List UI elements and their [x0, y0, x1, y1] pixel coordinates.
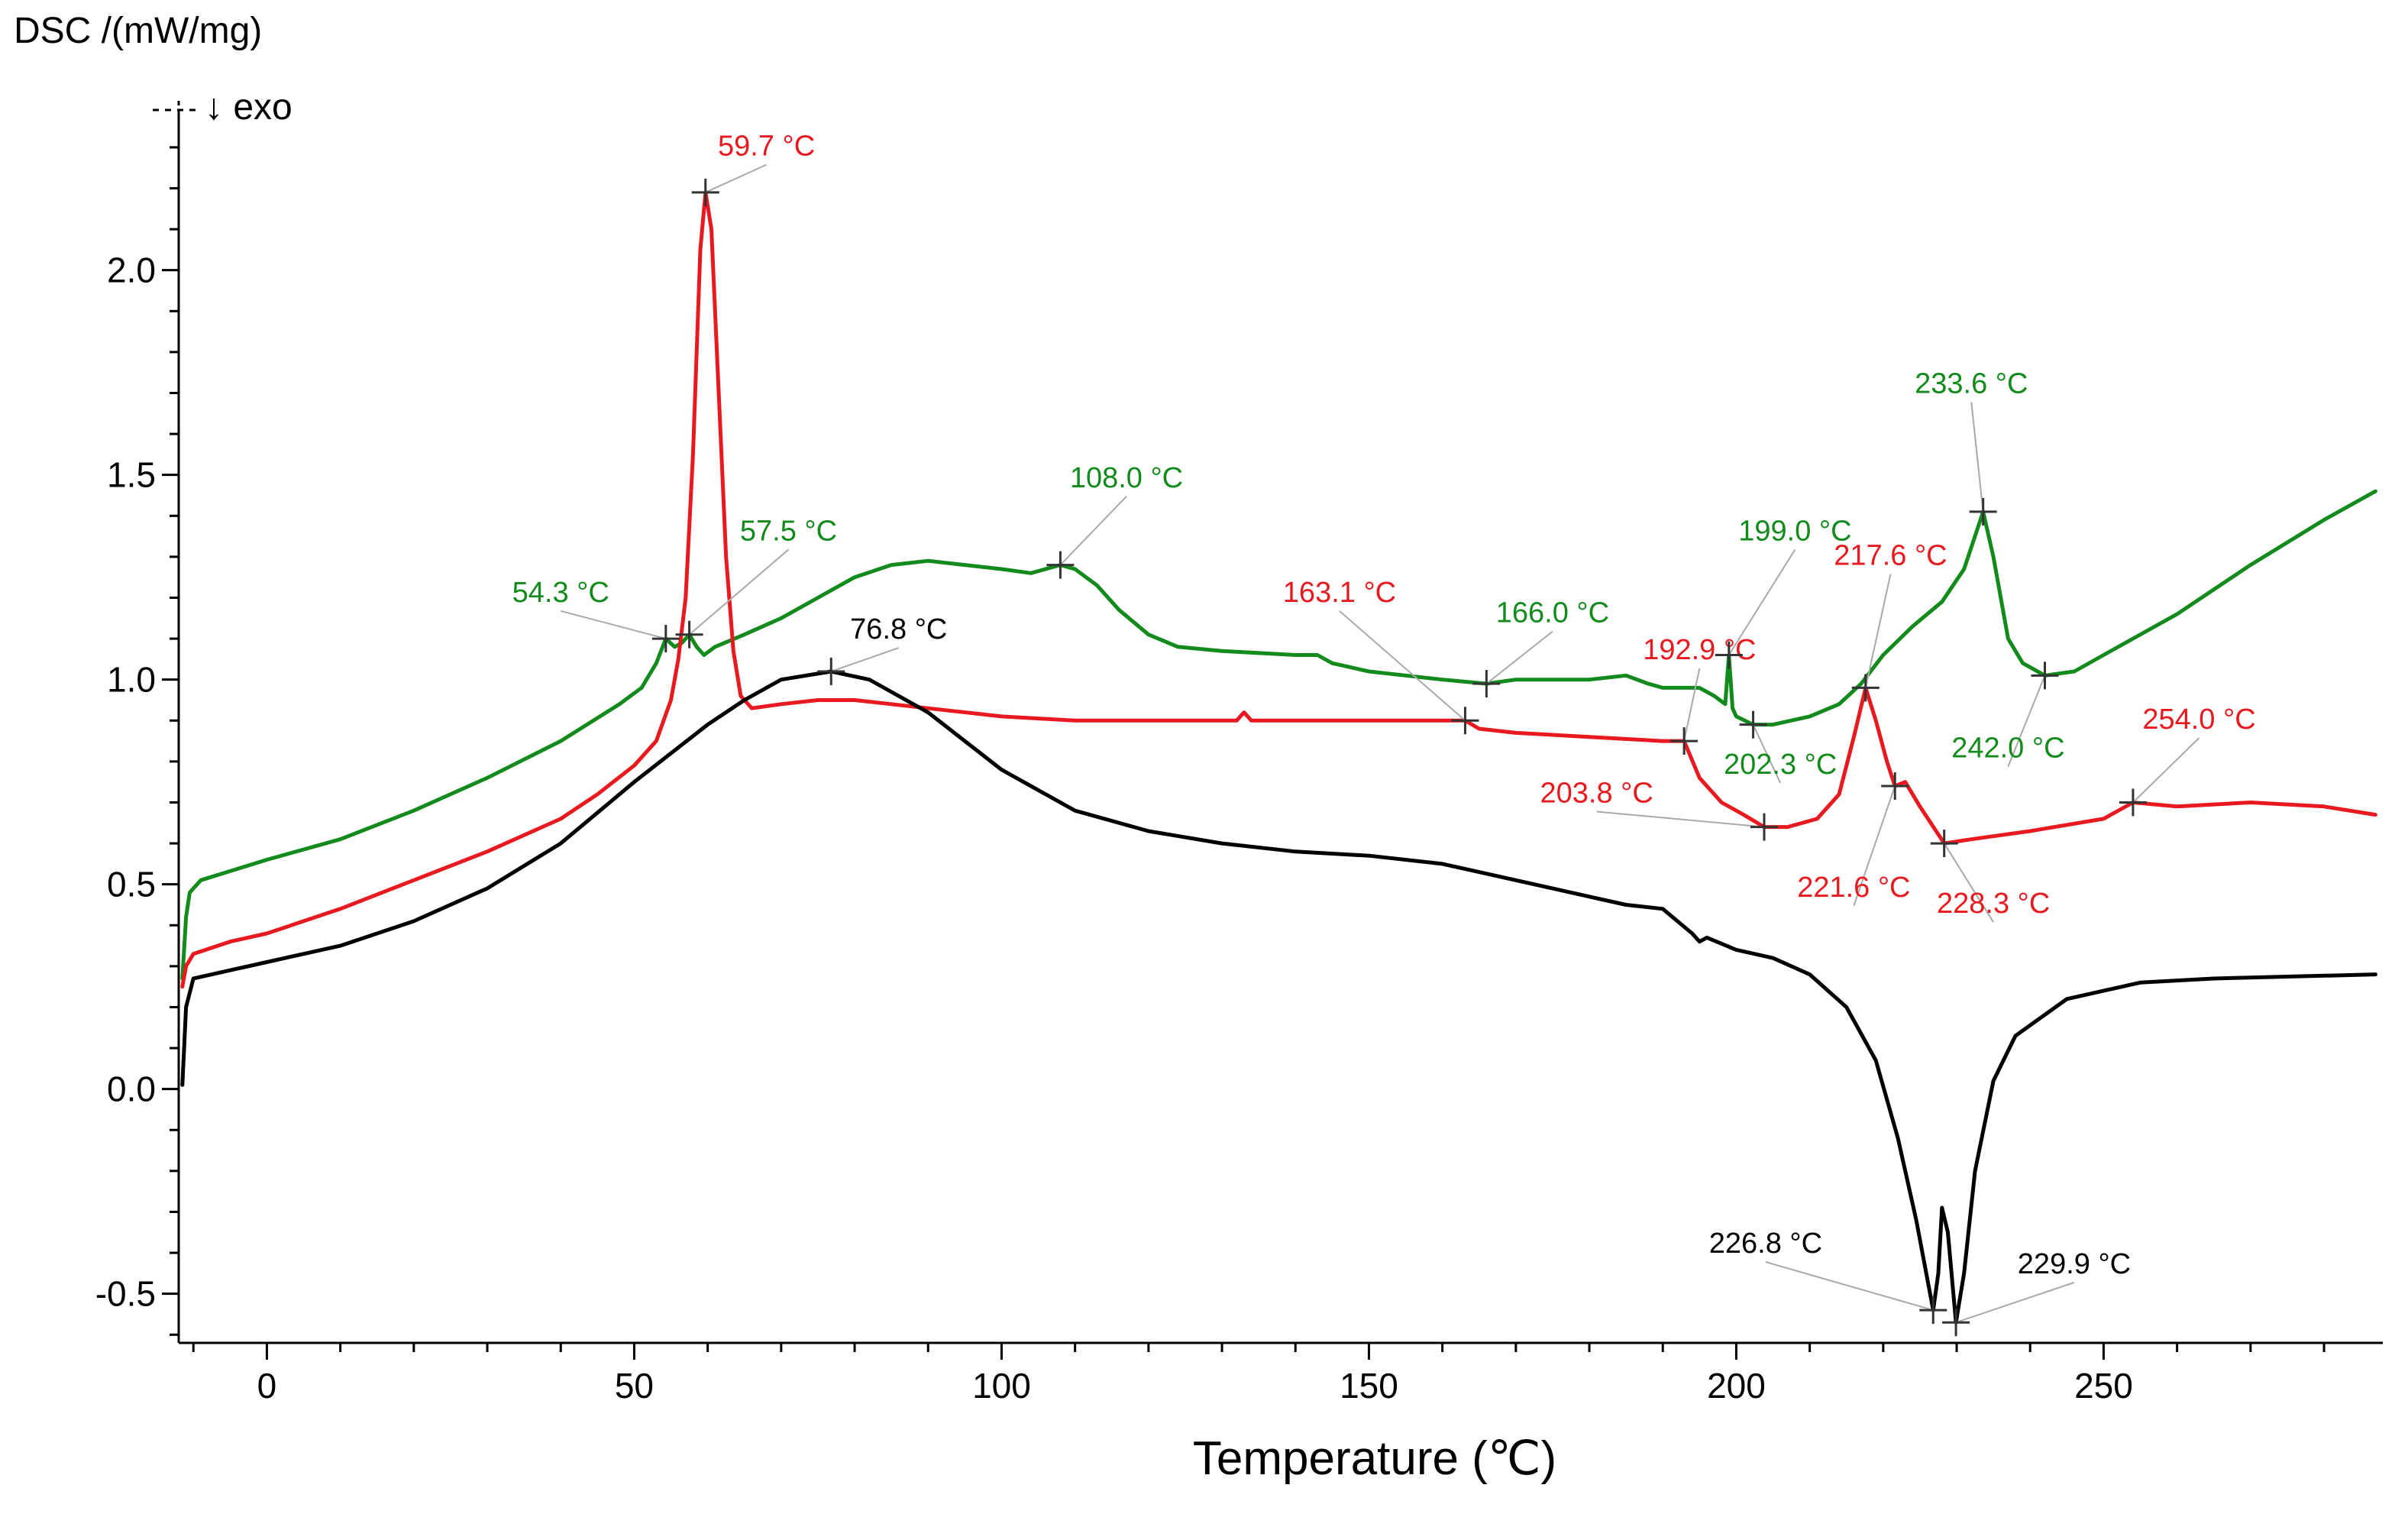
x-tick-label: 250: [2074, 1366, 2133, 1406]
y-tick-label: 2.0: [107, 251, 156, 290]
y-tick-label: 1.0: [107, 660, 156, 700]
annotation-leader: [1339, 610, 1466, 722]
annotation-leader: [1752, 724, 1782, 784]
y-tick-label: 0.0: [107, 1069, 156, 1109]
annotation-label: 163.1 °C: [1283, 577, 1396, 609]
annotation-label: 57.5 °C: [740, 515, 837, 547]
series-black-curve: [180, 669, 2377, 1325]
annotations-group: 54.3 °C 57.5 °C 59.7 °C 76.8 °C 108.0 °C 163.…: [512, 131, 2256, 1337]
annotation-leader: [1853, 785, 1896, 907]
annotation-leader: [1943, 843, 1994, 923]
annotation-leader: [1970, 402, 1984, 513]
annotation-leader: [2007, 675, 2046, 767]
y-tick-label: -0.5: [95, 1274, 156, 1314]
series-red-curve: [180, 190, 2377, 989]
annotation-leader: [1059, 496, 1127, 566]
annotation-label: 199.0 °C: [1738, 515, 1851, 547]
y-axis-title: DSC /(mW/mg): [14, 11, 262, 51]
annotation-label: 229.9 °C: [2018, 1248, 2131, 1280]
annotation-label: 203.8 °C: [1540, 777, 1653, 809]
annotation-label: 59.7 °C: [718, 131, 815, 163]
annotation-leader: [1683, 668, 1701, 742]
annotation-label: 217.6 °C: [1834, 540, 1947, 572]
annotation-leader: [688, 548, 790, 636]
annotation-leader: [1765, 1261, 1934, 1312]
annotation-leader: [1864, 574, 1892, 688]
x-tick-label: 100: [972, 1366, 1031, 1406]
x-tick-label: 150: [1340, 1366, 1398, 1406]
annotation-label: 202.3 °C: [1724, 749, 1837, 781]
x-tick-label: 50: [615, 1366, 654, 1406]
annotation-leader: [1955, 1281, 2075, 1324]
annotation-label: 233.6 °C: [1915, 367, 2028, 400]
annotation-label: 221.6 °C: [1797, 872, 1910, 904]
annotation-label: 228.3 °C: [1937, 888, 2050, 920]
axes: 2.0 1.5 1.0 0.5 0.0 -0.5 0 50 100 150 200 250: [95, 101, 2383, 1406]
annotation-label: 166.0 °C: [1496, 597, 1609, 629]
annotation-leader: [830, 647, 900, 672]
annotation-label: 108.0 °C: [1070, 462, 1183, 494]
x-tick-label: 200: [1707, 1366, 1766, 1406]
annotation-leader: [1728, 548, 1796, 656]
y-tick-label: 1.5: [107, 455, 156, 495]
annotation-leader: [560, 610, 667, 640]
annotation-leader: [1596, 810, 1765, 828]
x-tick-label: 0: [257, 1366, 277, 1406]
x-axis-title: Temperature (℃): [1193, 1432, 1556, 1485]
annotation-label: 254.0 °C: [2142, 704, 2255, 736]
annotation-leader: [2132, 737, 2200, 804]
y-tick-label: 0.5: [107, 865, 156, 904]
annotation-label: 76.8 °C: [850, 613, 947, 645]
exo-indicator: ↓ exo: [205, 87, 293, 128]
annotation-label: 192.9 °C: [1643, 634, 1756, 666]
annotation-leader: [1485, 630, 1553, 684]
annotation-label: 54.3 °C: [512, 577, 609, 609]
annotation-label: 226.8 °C: [1709, 1228, 1822, 1260]
annotation-leader: [705, 163, 768, 193]
annotation-label: 242.0 °C: [1951, 733, 2064, 765]
